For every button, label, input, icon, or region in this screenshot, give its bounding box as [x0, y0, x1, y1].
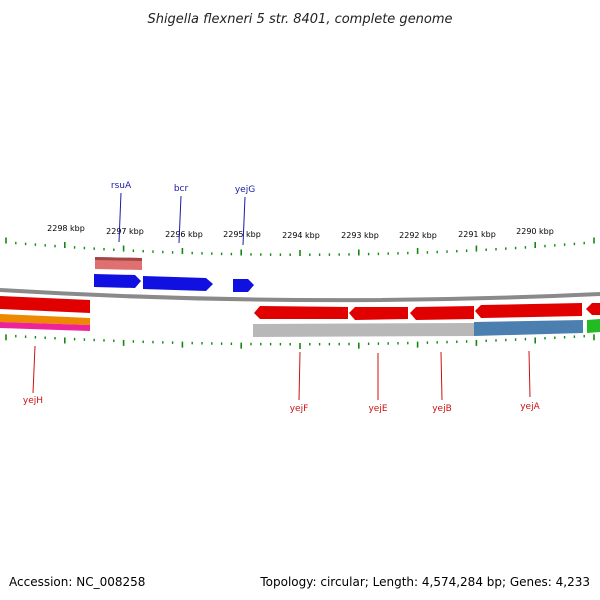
gene-arrow-bcr[interactable]	[143, 276, 213, 291]
kbp-label: 2292 kbp	[399, 231, 437, 240]
gene-label[interactable]: rsuA	[111, 181, 132, 191]
genome-backbone	[0, 288, 600, 303]
gene-label-leader	[528, 350, 531, 398]
gene-arrow-yeja[interactable]	[475, 303, 582, 318]
kbp-label: 2297 kbp	[106, 227, 144, 236]
gene-label-leader	[118, 192, 122, 243]
magenta-feature[interactable]	[0, 322, 90, 331]
kbp-scale: 2298 kbp 2297 kbp 2296 kbp 2295 kbp 2294…	[47, 224, 554, 240]
kbp-label: 2296 kbp	[165, 230, 203, 239]
gene-block-yejh[interactable]	[0, 296, 90, 313]
upper-tick-row	[5, 237, 595, 256]
gene-arrow-yeje[interactable]	[349, 307, 408, 320]
gene-label-leader	[440, 351, 443, 401]
gene-arrow-next[interactable]	[586, 303, 600, 315]
blue-feature[interactable]	[474, 320, 583, 336]
map-title: Shigella flexneri 5 str. 8401, complete …	[147, 12, 452, 27]
kbp-label: 2295 kbp	[223, 230, 261, 239]
gene-arrow-yejg[interactable]	[233, 279, 254, 292]
gene-label[interactable]: yejE	[368, 404, 387, 414]
kbp-label: 2298 kbp	[47, 224, 85, 233]
gene-label[interactable]: yejA	[520, 402, 540, 412]
gene-label[interactable]: bcr	[174, 184, 189, 194]
forward-features	[94, 257, 254, 292]
accession-text: Accession: NC_008258	[9, 575, 146, 589]
green-feature[interactable]	[587, 319, 600, 333]
pink-feature-top	[95, 257, 142, 261]
reverse-features	[0, 296, 600, 337]
lower-gene-labels: yejH yejF yejE yejB yejA	[23, 345, 541, 414]
orange-feature[interactable]	[0, 314, 90, 325]
gene-label[interactable]: yejG	[235, 185, 255, 195]
gene-arrow-rsua[interactable]	[94, 274, 141, 288]
gene-label-leader	[298, 351, 301, 401]
gene-label-leader	[178, 195, 182, 244]
gene-arrow-yejf[interactable]	[254, 306, 348, 319]
lower-tick-row	[5, 334, 595, 349]
kbp-label: 2293 kbp	[341, 231, 379, 240]
kbp-label: 2291 kbp	[458, 230, 496, 239]
genome-summary-text: Topology: circular; Length: 4,574,284 bp…	[260, 575, 590, 589]
gray-feature[interactable]	[253, 323, 474, 337]
kbp-label: 2290 kbp	[516, 227, 554, 236]
gene-label[interactable]: yejF	[290, 404, 309, 414]
gene-label[interactable]: yejB	[432, 404, 452, 414]
gene-label[interactable]: yejH	[23, 396, 43, 406]
kbp-label: 2294 kbp	[282, 231, 320, 240]
upper-gene-labels: rsuA bcr yejG	[111, 181, 255, 246]
gene-label-leader	[242, 196, 246, 246]
gene-label-leader	[32, 345, 36, 394]
gene-arrow-yejb[interactable]	[410, 306, 474, 320]
